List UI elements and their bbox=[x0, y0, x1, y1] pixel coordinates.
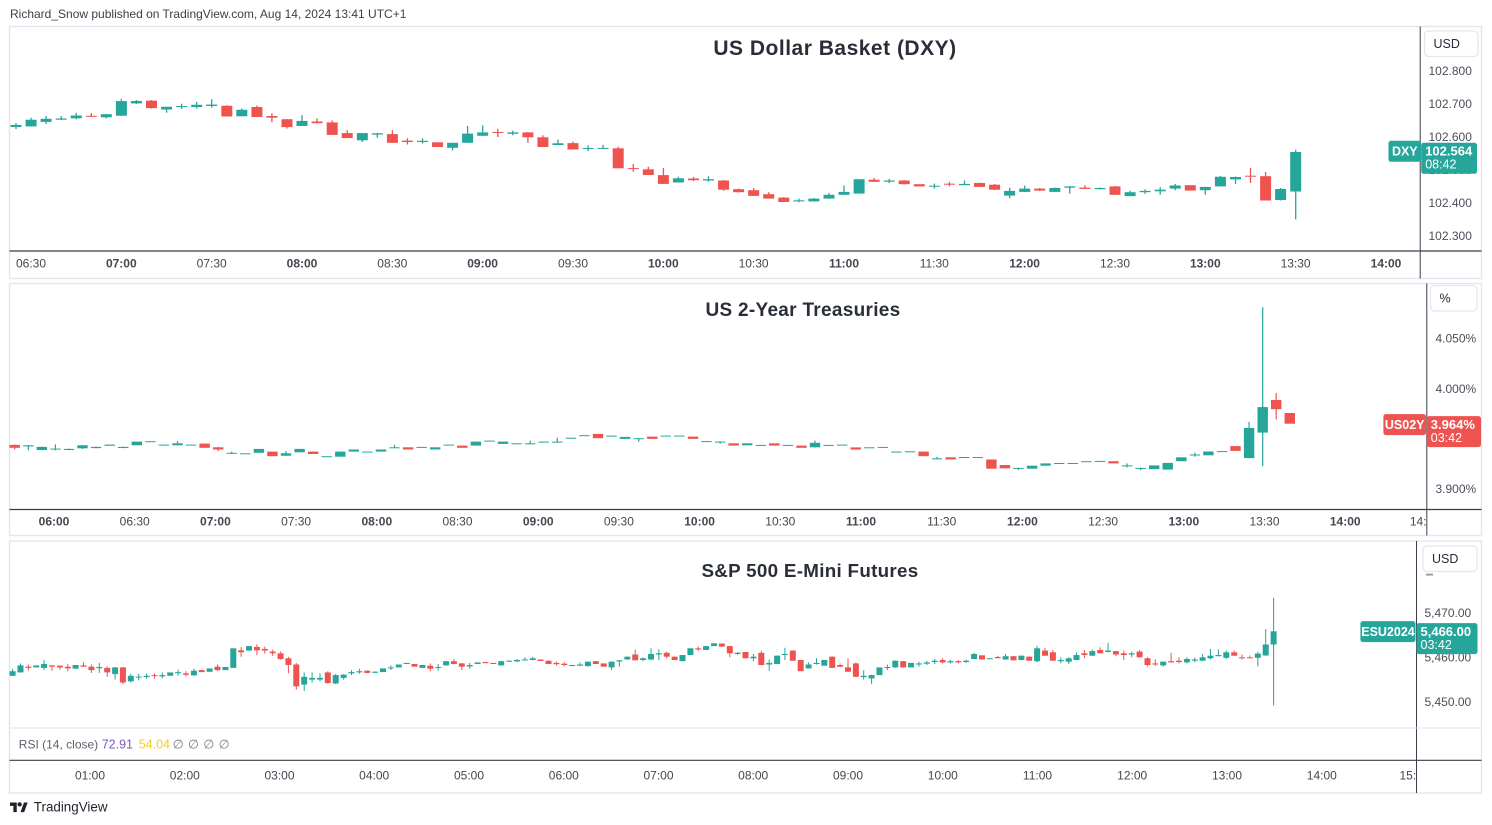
svg-text:3.964%: 3.964% bbox=[1431, 417, 1476, 432]
svg-text:02:00: 02:00 bbox=[170, 769, 200, 783]
svg-text:08:42: 08:42 bbox=[1425, 158, 1456, 172]
svg-text:ESU2024: ESU2024 bbox=[1361, 625, 1415, 639]
svg-text:08:30: 08:30 bbox=[442, 515, 472, 529]
svg-text:102.300: 102.300 bbox=[1429, 229, 1473, 243]
svg-text:4.050%: 4.050% bbox=[1436, 332, 1477, 346]
svg-text:102.400: 102.400 bbox=[1429, 196, 1473, 210]
svg-text:11:00: 11:00 bbox=[829, 257, 859, 271]
svg-text:72.91: 72.91 bbox=[102, 737, 133, 751]
svg-text:14:00: 14:00 bbox=[1330, 515, 1361, 529]
svg-text:4.000%: 4.000% bbox=[1436, 382, 1477, 396]
svg-text:102.800: 102.800 bbox=[1429, 64, 1473, 78]
svg-text:54.04: 54.04 bbox=[139, 737, 170, 751]
svg-text:∅: ∅ bbox=[188, 737, 199, 751]
svg-text:13:00: 13:00 bbox=[1212, 769, 1242, 783]
svg-text:14:00: 14:00 bbox=[1371, 257, 1402, 271]
svg-text:102.600: 102.600 bbox=[1429, 130, 1473, 144]
svg-text:102.700: 102.700 bbox=[1429, 97, 1473, 111]
svg-text:US02Y: US02Y bbox=[1385, 418, 1425, 432]
svg-text:07:30: 07:30 bbox=[281, 515, 311, 529]
svg-text:09:00: 09:00 bbox=[523, 515, 554, 529]
svg-text:04:00: 04:00 bbox=[359, 769, 389, 783]
svg-text:09:00: 09:00 bbox=[467, 257, 498, 271]
svg-text:12:30: 12:30 bbox=[1100, 257, 1130, 271]
svg-text:5,450.00: 5,450.00 bbox=[1425, 695, 1472, 709]
svg-text:∅: ∅ bbox=[173, 737, 184, 751]
svg-text:08:00: 08:00 bbox=[287, 257, 318, 271]
svg-text:USD: USD bbox=[1432, 552, 1458, 566]
svg-text:06:30: 06:30 bbox=[120, 515, 150, 529]
svg-text:12:00: 12:00 bbox=[1009, 257, 1040, 271]
svg-text:10:30: 10:30 bbox=[765, 515, 795, 529]
svg-text:11:30: 11:30 bbox=[920, 257, 949, 271]
svg-text:10:00: 10:00 bbox=[684, 515, 715, 529]
svg-text:01:00: 01:00 bbox=[75, 769, 105, 783]
svg-text:∅: ∅ bbox=[203, 737, 214, 751]
svg-text:10:30: 10:30 bbox=[739, 257, 769, 271]
svg-text:07:30: 07:30 bbox=[197, 257, 227, 271]
svg-text:08:30: 08:30 bbox=[377, 257, 407, 271]
svg-text:06:00: 06:00 bbox=[549, 769, 579, 783]
svg-text:07:00: 07:00 bbox=[106, 257, 137, 271]
svg-text:11:30: 11:30 bbox=[927, 515, 956, 529]
svg-text:DXY: DXY bbox=[1392, 145, 1418, 159]
svg-text:10:00: 10:00 bbox=[648, 257, 679, 271]
svg-text:5,466.00: 5,466.00 bbox=[1421, 624, 1472, 639]
svg-text:%: % bbox=[1440, 292, 1451, 306]
svg-text:06:30: 06:30 bbox=[16, 257, 46, 271]
svg-text:US Dollar Basket (DXY): US Dollar Basket (DXY) bbox=[713, 37, 956, 60]
svg-text:07:00: 07:00 bbox=[200, 515, 231, 529]
svg-text:14:00: 14:00 bbox=[1307, 769, 1337, 783]
svg-text:US 2-Year Treasuries: US 2-Year Treasuries bbox=[705, 300, 900, 321]
svg-text:09:30: 09:30 bbox=[604, 515, 634, 529]
svg-text:03:42: 03:42 bbox=[1431, 431, 1462, 445]
svg-text:12:00: 12:00 bbox=[1007, 515, 1038, 529]
svg-text:5,470.00: 5,470.00 bbox=[1425, 606, 1472, 620]
svg-text:08:00: 08:00 bbox=[738, 769, 768, 783]
svg-text:12:30: 12:30 bbox=[1088, 515, 1118, 529]
svg-text:13:30: 13:30 bbox=[1249, 515, 1279, 529]
svg-text:07:00: 07:00 bbox=[643, 769, 673, 783]
svg-text:Richard_Snow published on Trad: Richard_Snow published on TradingView.co… bbox=[10, 7, 407, 21]
svg-text:15:: 15: bbox=[1400, 769, 1417, 783]
svg-text:RSI (14, close): RSI (14, close) bbox=[19, 737, 98, 751]
svg-text:S&P 500 E-Mini Futures: S&P 500 E-Mini Futures bbox=[701, 560, 918, 581]
svg-text:13:00: 13:00 bbox=[1190, 257, 1221, 271]
svg-text:03:42: 03:42 bbox=[1421, 638, 1452, 652]
svg-text:13:00: 13:00 bbox=[1168, 515, 1199, 529]
svg-text:12:00: 12:00 bbox=[1117, 769, 1147, 783]
svg-text:USD: USD bbox=[1434, 37, 1460, 51]
svg-text:09:30: 09:30 bbox=[558, 257, 588, 271]
svg-text:11:00: 11:00 bbox=[846, 515, 876, 529]
svg-text:03:00: 03:00 bbox=[264, 769, 294, 783]
svg-text:05:00: 05:00 bbox=[454, 769, 484, 783]
svg-text:08:00: 08:00 bbox=[361, 515, 392, 529]
svg-text:11:00: 11:00 bbox=[1023, 769, 1052, 783]
svg-text:14:: 14: bbox=[1410, 515, 1427, 529]
svg-text:102.564: 102.564 bbox=[1425, 144, 1473, 159]
svg-text:∅: ∅ bbox=[219, 737, 230, 751]
svg-text:10:00: 10:00 bbox=[928, 769, 958, 783]
svg-text:09:00: 09:00 bbox=[833, 769, 863, 783]
svg-text:06:00: 06:00 bbox=[39, 515, 70, 529]
svg-text:3.900%: 3.900% bbox=[1436, 482, 1477, 496]
svg-text:13:30: 13:30 bbox=[1281, 257, 1311, 271]
svg-text:TradingView: TradingView bbox=[34, 800, 108, 815]
